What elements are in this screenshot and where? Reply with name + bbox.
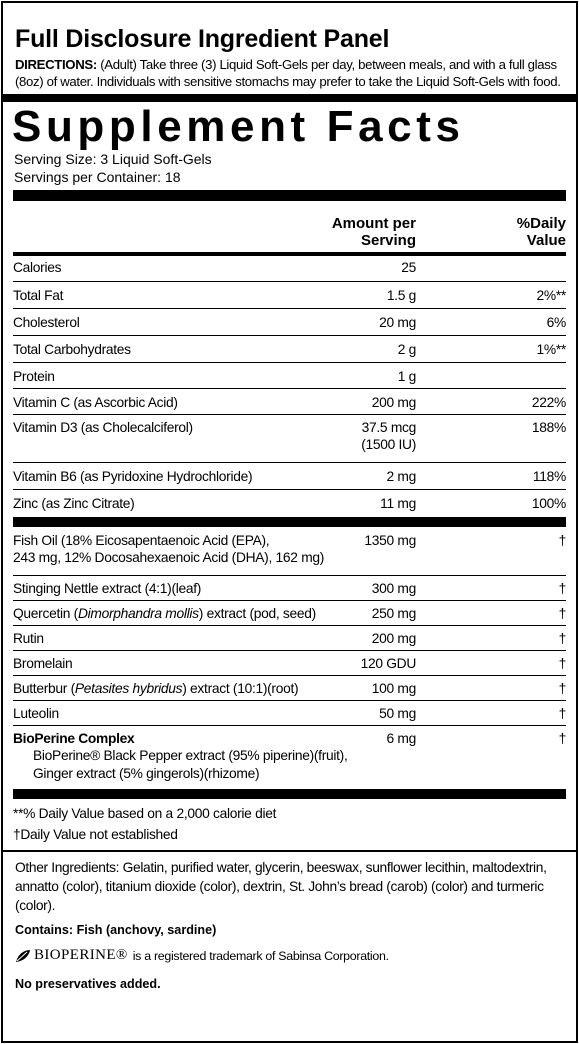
divider xyxy=(13,789,566,799)
leaf-icon xyxy=(16,949,30,962)
trademark-text: is a registered trademark of Sabinsa Cor… xyxy=(132,948,389,963)
footnote-daily-value: **% Daily Value based on a 2,000 calorie… xyxy=(13,806,277,821)
ingredient-row: Fish Oil (18% Eicosapentaenoic Acid (EPA… xyxy=(13,527,566,576)
supplement-facts: Supplement Facts Serving Size: 3 Liquid … xyxy=(3,104,576,845)
divider xyxy=(3,94,576,102)
serving-size: Serving Size: 3 Liquid Soft-Gels xyxy=(14,151,212,167)
directions: DIRECTIONS: (Adult) Take three (3) Liqui… xyxy=(15,56,568,90)
ingredient-row: Stinging Nettle extract (4:1)(leaf) 300 … xyxy=(13,576,566,601)
footnote-not-established: †Daily Value not established xyxy=(13,827,178,842)
amount-header: Amount per Serving xyxy=(331,215,416,249)
divider xyxy=(13,190,566,201)
allergen-statement: Contains: Fish (anchovy, sardine) xyxy=(15,923,217,937)
ingredient-row: BioPerine Complex BioPerine® Black Peppe… xyxy=(13,731,566,781)
no-preservatives: No preservatives added. xyxy=(15,977,161,991)
divider xyxy=(3,850,576,852)
nutrient-row: Zinc (as Zinc Citrate) 11 mg 100% xyxy=(13,496,566,511)
column-header: Amount per Serving %Daily Value xyxy=(13,201,566,256)
ingredient-row: Rutin 200 mg † xyxy=(13,626,566,651)
nutrient-row: Total Fat 1.5 g 2%** xyxy=(13,282,566,309)
ingredient-row: Butterbur (Petasites hybridus) extract (… xyxy=(13,676,566,701)
trademark-statement: BIOPERINE® is a registered trademark of … xyxy=(3,947,576,964)
ingredient-row: Luteolin 50 mg † xyxy=(13,701,566,726)
daily-value-header: %Daily Value xyxy=(516,215,566,249)
nutrient-row: Vitamin C (as Ascorbic Acid) 200 mg 222% xyxy=(13,389,566,415)
panel-header: Full Disclosure Ingredient Panel DIRECTI… xyxy=(3,3,576,90)
directions-label: DIRECTIONS: xyxy=(15,57,97,72)
nutrient-row: Calories 25 xyxy=(13,256,566,282)
ingredient-row: Bromelain 120 GDU † xyxy=(13,651,566,676)
bioperine-logo: BIOPERINE® xyxy=(34,947,128,963)
ingredient-row: Quercetin (Dimorphandra mollis) extract … xyxy=(13,601,566,626)
nutrient-row: Vitamin B6 (as Pyridoxine Hydrochloride)… xyxy=(13,463,566,490)
other-ingredients: Other Ingredients: Gelatin, purified wat… xyxy=(15,860,547,913)
footnotes: **% Daily Value based on a 2,000 calorie… xyxy=(13,799,566,845)
nutrient-row: Protein 1 g xyxy=(13,363,566,389)
directions-text: (Adult) Take three (3) Liquid Soft-Gels … xyxy=(15,57,561,89)
nutrient-row: Total Carbohydrates 2 g 1%** xyxy=(13,336,566,363)
nutrient-row: Vitamin D3 (as Cholecalciferol) 37.5 mcg… xyxy=(13,415,566,463)
supplement-facts-title: Supplement Facts xyxy=(12,102,465,151)
divider xyxy=(13,517,566,527)
servings-per-container: Servings per Container: 18 xyxy=(14,169,181,185)
panel-title: Full Disclosure Ingredient Panel xyxy=(15,25,390,53)
nutrient-row: Cholesterol 20 mg 6% xyxy=(13,309,566,336)
